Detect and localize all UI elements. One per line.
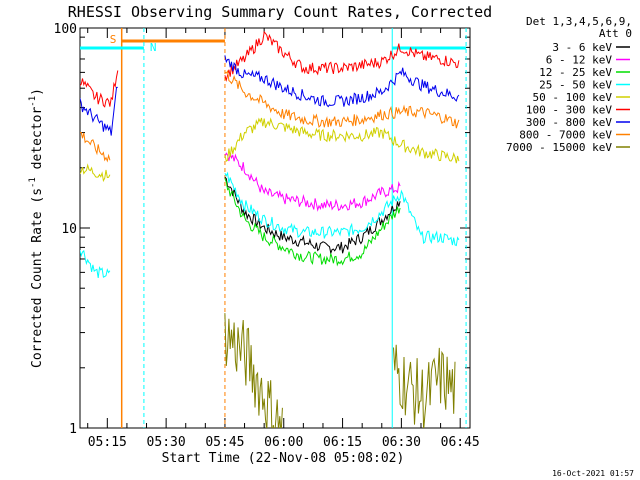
- y-tick-label: 1: [69, 422, 77, 437]
- series-line: [224, 152, 401, 212]
- y-tick-label: 10: [61, 222, 77, 237]
- y-label-part: ): [30, 88, 45, 96]
- timestamp: 16-Oct-2021 01:57: [552, 469, 634, 478]
- legend-item-label: 300 - 800 keV: [526, 116, 612, 129]
- x-tick-label: 06:30: [382, 435, 421, 450]
- y-label-part: Corrected Count Rate (s: [30, 188, 45, 368]
- legend-item-label: 25 - 50 keV: [539, 79, 612, 92]
- legend-item-label: 100 - 300 keV: [526, 104, 612, 117]
- series-line: [224, 117, 460, 164]
- series-line: [224, 55, 460, 108]
- legend-item-label: 7000 - 15000 keV: [506, 141, 612, 154]
- y-axis-label: Corrected Count Rate (s-1 detector-1): [28, 88, 45, 368]
- x-tick-label: 06:15: [323, 435, 362, 450]
- series-line: [393, 344, 456, 428]
- series-line: [80, 132, 111, 163]
- x-axis-label: Start Time (22-Nov-08 05:08:02): [162, 451, 405, 466]
- series-line: [224, 171, 460, 247]
- legend-item-label: 3 - 6 keV: [552, 41, 612, 54]
- y-label-exponent: -1: [28, 177, 38, 188]
- saa-label: S: [110, 33, 117, 46]
- y-tick-label: 100: [54, 22, 77, 37]
- chart-title: RHESSI Observing Summary Count Rates, Co…: [68, 3, 492, 21]
- legend-item-label: 12 - 25 keV: [539, 66, 612, 79]
- series-line: [80, 163, 111, 183]
- series-line: [224, 313, 283, 428]
- x-tick-label: 05:30: [147, 435, 186, 450]
- y-label-exponent: -1: [28, 96, 38, 107]
- legend-header: Att 0: [599, 27, 632, 40]
- legend-item-label: 6 - 12 keV: [546, 54, 613, 67]
- series-line: [80, 86, 118, 136]
- x-tick-label: 05:15: [88, 435, 127, 450]
- series-line: [224, 176, 401, 255]
- series-line: [224, 30, 460, 82]
- series-line: [80, 70, 119, 108]
- series-line: [224, 70, 460, 129]
- series-line: [80, 249, 111, 278]
- x-tick-label: 06:00: [264, 435, 303, 450]
- night-label: N: [150, 41, 157, 54]
- x-tick-label: 06:45: [441, 435, 480, 450]
- legend-header: Det 1,3,4,5,6,9,: [526, 15, 632, 28]
- y-label-part: detector: [30, 107, 45, 178]
- legend-item-label: 800 - 7000 keV: [519, 129, 612, 142]
- legend-item-label: 50 - 100 keV: [533, 91, 613, 104]
- x-tick-label: 05:45: [205, 435, 244, 450]
- series-line: [224, 178, 401, 267]
- plot-area: [80, 28, 467, 428]
